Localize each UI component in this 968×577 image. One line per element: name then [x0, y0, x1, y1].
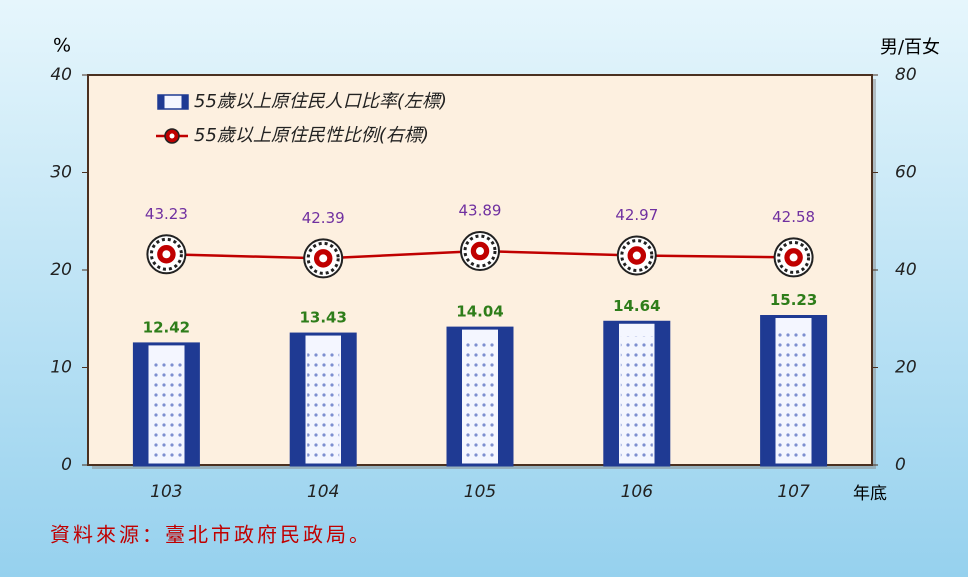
- marker-ring: [319, 254, 328, 263]
- x-tick-label: 106: [621, 482, 654, 502]
- bar-pattern: [307, 348, 340, 459]
- x-tick-label: 105: [464, 482, 496, 502]
- legend-swatch: [169, 133, 175, 139]
- bar-value-label: 13.43: [299, 309, 346, 327]
- legend-swatch: [157, 94, 189, 110]
- marker-ring: [306, 241, 340, 275]
- y2-tick-label: 20: [895, 358, 917, 378]
- line-value-label: 42.97: [615, 206, 658, 224]
- marker-ring: [789, 253, 798, 262]
- bar-value-label: 12.42: [143, 318, 190, 336]
- marker-ring: [162, 250, 171, 259]
- marker-ring: [463, 234, 497, 268]
- left-unit: %: [53, 35, 71, 57]
- source-note: 資料來源：臺北市政府民政局。: [50, 523, 372, 547]
- marker-ring: [777, 240, 811, 274]
- line-value-label: 43.89: [459, 202, 502, 220]
- bar-pattern: [620, 336, 653, 459]
- bar-pattern: [150, 357, 183, 459]
- y-tick-label: 10: [50, 358, 72, 378]
- x-axis-label: 年底: [853, 484, 887, 504]
- y-tick-label: 30: [50, 163, 72, 183]
- marker-ring: [476, 247, 484, 256]
- y-tick-label: 0: [61, 455, 72, 475]
- x-tick-label: 107: [777, 482, 810, 502]
- y-tick-label: 20: [50, 260, 72, 280]
- x-tick-label: 104: [307, 482, 339, 502]
- y2-tick-label: 0: [895, 455, 906, 475]
- bar-value-label: 14.04: [456, 303, 503, 321]
- y2-tick-label: 60: [895, 163, 917, 183]
- marker-ring: [632, 251, 641, 260]
- y-tick-label: 40: [50, 65, 72, 85]
- bar-pattern: [464, 342, 496, 459]
- line-value-label: 42.39: [302, 209, 345, 227]
- line-value-label: 42.58: [772, 208, 815, 226]
- y2-tick-label: 80: [895, 65, 917, 85]
- bar-value-label: 15.23: [770, 291, 817, 309]
- marker-ring: [149, 237, 183, 271]
- right-unit: 男/百女: [880, 37, 940, 58]
- legend-label: 55歲以上原住民性比例(右標): [194, 125, 429, 146]
- bar-pattern: [777, 330, 810, 459]
- marker-ring: [620, 239, 654, 273]
- legend-label: 55歲以上原住民人口比率(左標): [194, 91, 447, 112]
- bar-value-label: 14.64: [613, 297, 660, 315]
- line-value-label: 43.23: [145, 205, 188, 223]
- y2-tick-label: 40: [895, 260, 917, 280]
- x-tick-label: 103: [150, 482, 182, 502]
